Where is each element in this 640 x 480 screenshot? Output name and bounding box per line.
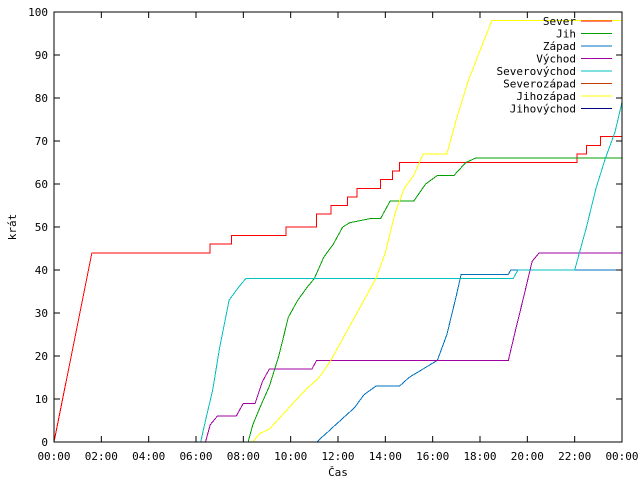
x-tick-label: 18:00 [463, 450, 496, 463]
legend-label: Východ [536, 53, 576, 66]
x-tick-label: 12:00 [321, 450, 354, 463]
series-layer [53, 20, 623, 443]
x-tick-label: 00:00 [37, 450, 70, 463]
legend-label: Jihozápad [516, 90, 576, 103]
y-tick-label: 50 [35, 221, 48, 234]
series-line-severovýchod [200, 102, 623, 443]
series-line-západ [316, 269, 622, 443]
x-axis: 00:00 02:00 04:00 06:00 08:00 10:00 12:00 14:00… [37, 12, 639, 463]
x-tick-label: 20:00 [511, 450, 544, 463]
legend-label: Sever [543, 15, 576, 28]
y-tick-label: 60 [35, 178, 48, 191]
x-tick-label: 22:00 [558, 450, 591, 463]
series-line-jihozápad [252, 20, 622, 443]
x-tick-label: 02:00 [85, 450, 118, 463]
x-tick-label: 08:00 [227, 450, 260, 463]
y-tick-label: 10 [35, 393, 48, 406]
legend-label: Jihovýchod [510, 103, 576, 116]
y-tick-label: 80 [35, 92, 48, 105]
y-axis: 0 10 20 30 40 50 60 70 80 90 100 [28, 6, 622, 449]
y-tick-label: 20 [35, 350, 48, 363]
x-tick-label: 10:00 [274, 450, 307, 463]
x-axis-label: Čas [328, 466, 348, 479]
series-line-jih [247, 157, 622, 443]
y-tick-label: 100 [28, 6, 48, 19]
legend-label: Jih [556, 28, 576, 41]
x-tick-label: 16:00 [416, 450, 449, 463]
y-tick-label: 90 [35, 49, 48, 62]
legend-label: Západ [543, 40, 576, 53]
x-tick-label: 00:00 [605, 450, 638, 463]
y-tick-label: 30 [35, 307, 48, 320]
legend-label: Severovýchod [497, 65, 576, 78]
y-tick-label: 0 [41, 436, 48, 449]
legend-label: Severozápad [503, 78, 576, 91]
legend: SeverJihZápadVýchodSeverovýchodSeverozáp… [497, 15, 612, 116]
x-tick-label: 06:00 [179, 450, 212, 463]
x-tick-label: 14:00 [369, 450, 402, 463]
series-line-východ [205, 252, 622, 443]
y-tick-label: 40 [35, 264, 48, 277]
series-line-sever [53, 136, 622, 443]
y-tick-label: 70 [35, 135, 48, 148]
x-tick-label: 04:00 [132, 450, 165, 463]
y-axis-label: krát [6, 214, 19, 241]
